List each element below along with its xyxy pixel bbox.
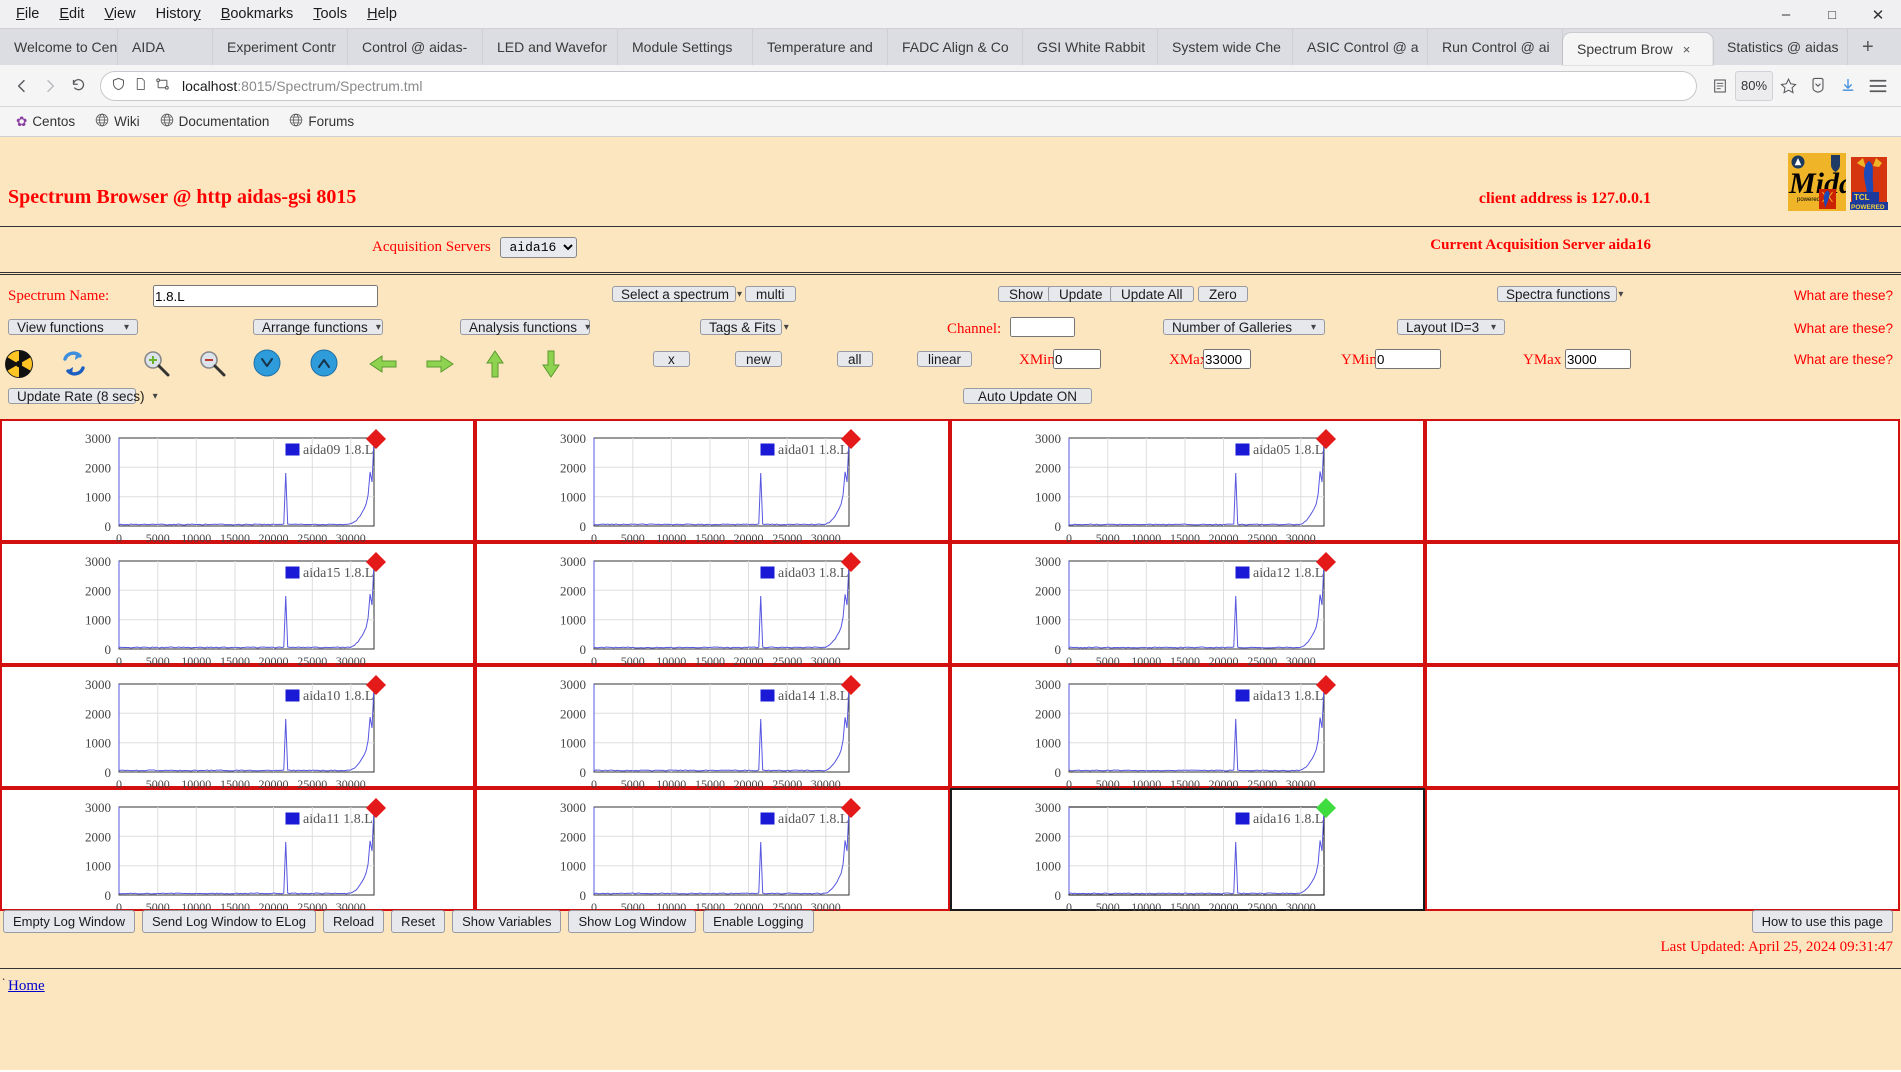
svg-text:1000: 1000 (85, 859, 111, 874)
svg-text:3000: 3000 (1035, 677, 1061, 692)
svg-text:1000: 1000 (1035, 613, 1061, 628)
svg-text:2000: 2000 (1035, 460, 1061, 475)
svg-text:0: 0 (105, 519, 112, 534)
svg-text:2000: 2000 (85, 706, 111, 721)
svg-text:aida15 1.8.L: aida15 1.8.L (303, 566, 373, 581)
svg-text:25000: 25000 (1247, 900, 1277, 914)
svg-text:0: 0 (580, 642, 587, 657)
svg-text:aida16 1.8.L: aida16 1.8.L (1253, 812, 1323, 827)
svg-text:0: 0 (580, 519, 587, 534)
svg-text:1000: 1000 (560, 490, 586, 505)
svg-text:Midas: Midas (1788, 167, 1846, 200)
svg-text:2000: 2000 (1035, 583, 1061, 598)
svg-text:1000: 1000 (560, 859, 586, 874)
svg-text:0: 0 (1055, 765, 1062, 780)
svg-text:aida05 1.8.L: aida05 1.8.L (1253, 443, 1323, 458)
svg-text:2000: 2000 (560, 706, 586, 721)
svg-text:aida11 1.8.L: aida11 1.8.L (303, 812, 373, 827)
svg-text:POWERED: POWERED (1851, 204, 1885, 211)
svg-text:0: 0 (1066, 900, 1072, 914)
svg-text:3000: 3000 (560, 431, 586, 446)
svg-text:1000: 1000 (560, 613, 586, 628)
svg-text:2000: 2000 (85, 460, 111, 475)
svg-text:aida01 1.8.L: aida01 1.8.L (778, 443, 848, 458)
svg-text:3000: 3000 (85, 677, 111, 692)
svg-text:3000: 3000 (85, 431, 111, 446)
svg-text:1000: 1000 (1035, 736, 1061, 751)
svg-text:2000: 2000 (85, 583, 111, 598)
svg-text:aida13 1.8.L: aida13 1.8.L (1253, 689, 1323, 704)
svg-text:10000: 10000 (1131, 900, 1161, 914)
svg-text:30000: 30000 (1286, 900, 1316, 914)
svg-text:aida07 1.8.L: aida07 1.8.L (778, 812, 848, 827)
svg-text:2000: 2000 (560, 829, 586, 844)
svg-text:3000: 3000 (1035, 800, 1061, 815)
svg-text:3000: 3000 (85, 554, 111, 569)
svg-text:1000: 1000 (85, 490, 111, 505)
svg-text:3000: 3000 (560, 554, 586, 569)
svg-text:0: 0 (105, 642, 112, 657)
svg-text:2000: 2000 (85, 829, 111, 844)
svg-text:3000: 3000 (560, 677, 586, 692)
svg-text:1000: 1000 (85, 736, 111, 751)
svg-text:5000: 5000 (1096, 900, 1120, 914)
svg-text:aida09 1.8.L: aida09 1.8.L (303, 443, 373, 458)
svg-text:0: 0 (580, 765, 587, 780)
svg-text:3000: 3000 (1035, 554, 1061, 569)
svg-text:0: 0 (105, 888, 112, 903)
svg-text:2000: 2000 (1035, 706, 1061, 721)
svg-text:0: 0 (1055, 519, 1062, 534)
svg-text:aida03 1.8.L: aida03 1.8.L (778, 566, 848, 581)
svg-text:TCL: TCL (1854, 193, 1870, 202)
svg-text:2000: 2000 (560, 583, 586, 598)
svg-text:1000: 1000 (1035, 859, 1061, 874)
svg-text:15000: 15000 (1170, 900, 1200, 914)
svg-text:aida14 1.8.L: aida14 1.8.L (778, 689, 848, 704)
svg-text:aida10 1.8.L: aida10 1.8.L (303, 689, 373, 704)
svg-text:1000: 1000 (1035, 490, 1061, 505)
svg-text:1000: 1000 (85, 613, 111, 628)
svg-text:3000: 3000 (560, 800, 586, 815)
svg-text:aida12 1.8.L: aida12 1.8.L (1253, 566, 1323, 581)
svg-text:0: 0 (1055, 888, 1062, 903)
svg-text:1000: 1000 (560, 736, 586, 751)
svg-text:2000: 2000 (1035, 829, 1061, 844)
svg-text:2000: 2000 (560, 460, 586, 475)
svg-text:0: 0 (580, 888, 587, 903)
svg-text:0: 0 (105, 765, 112, 780)
svg-text:30000: 30000 (811, 900, 841, 914)
svg-text:0: 0 (1055, 642, 1062, 657)
svg-text:20000: 20000 (1209, 900, 1239, 914)
svg-text:3000: 3000 (1035, 431, 1061, 446)
svg-text:3000: 3000 (85, 800, 111, 815)
